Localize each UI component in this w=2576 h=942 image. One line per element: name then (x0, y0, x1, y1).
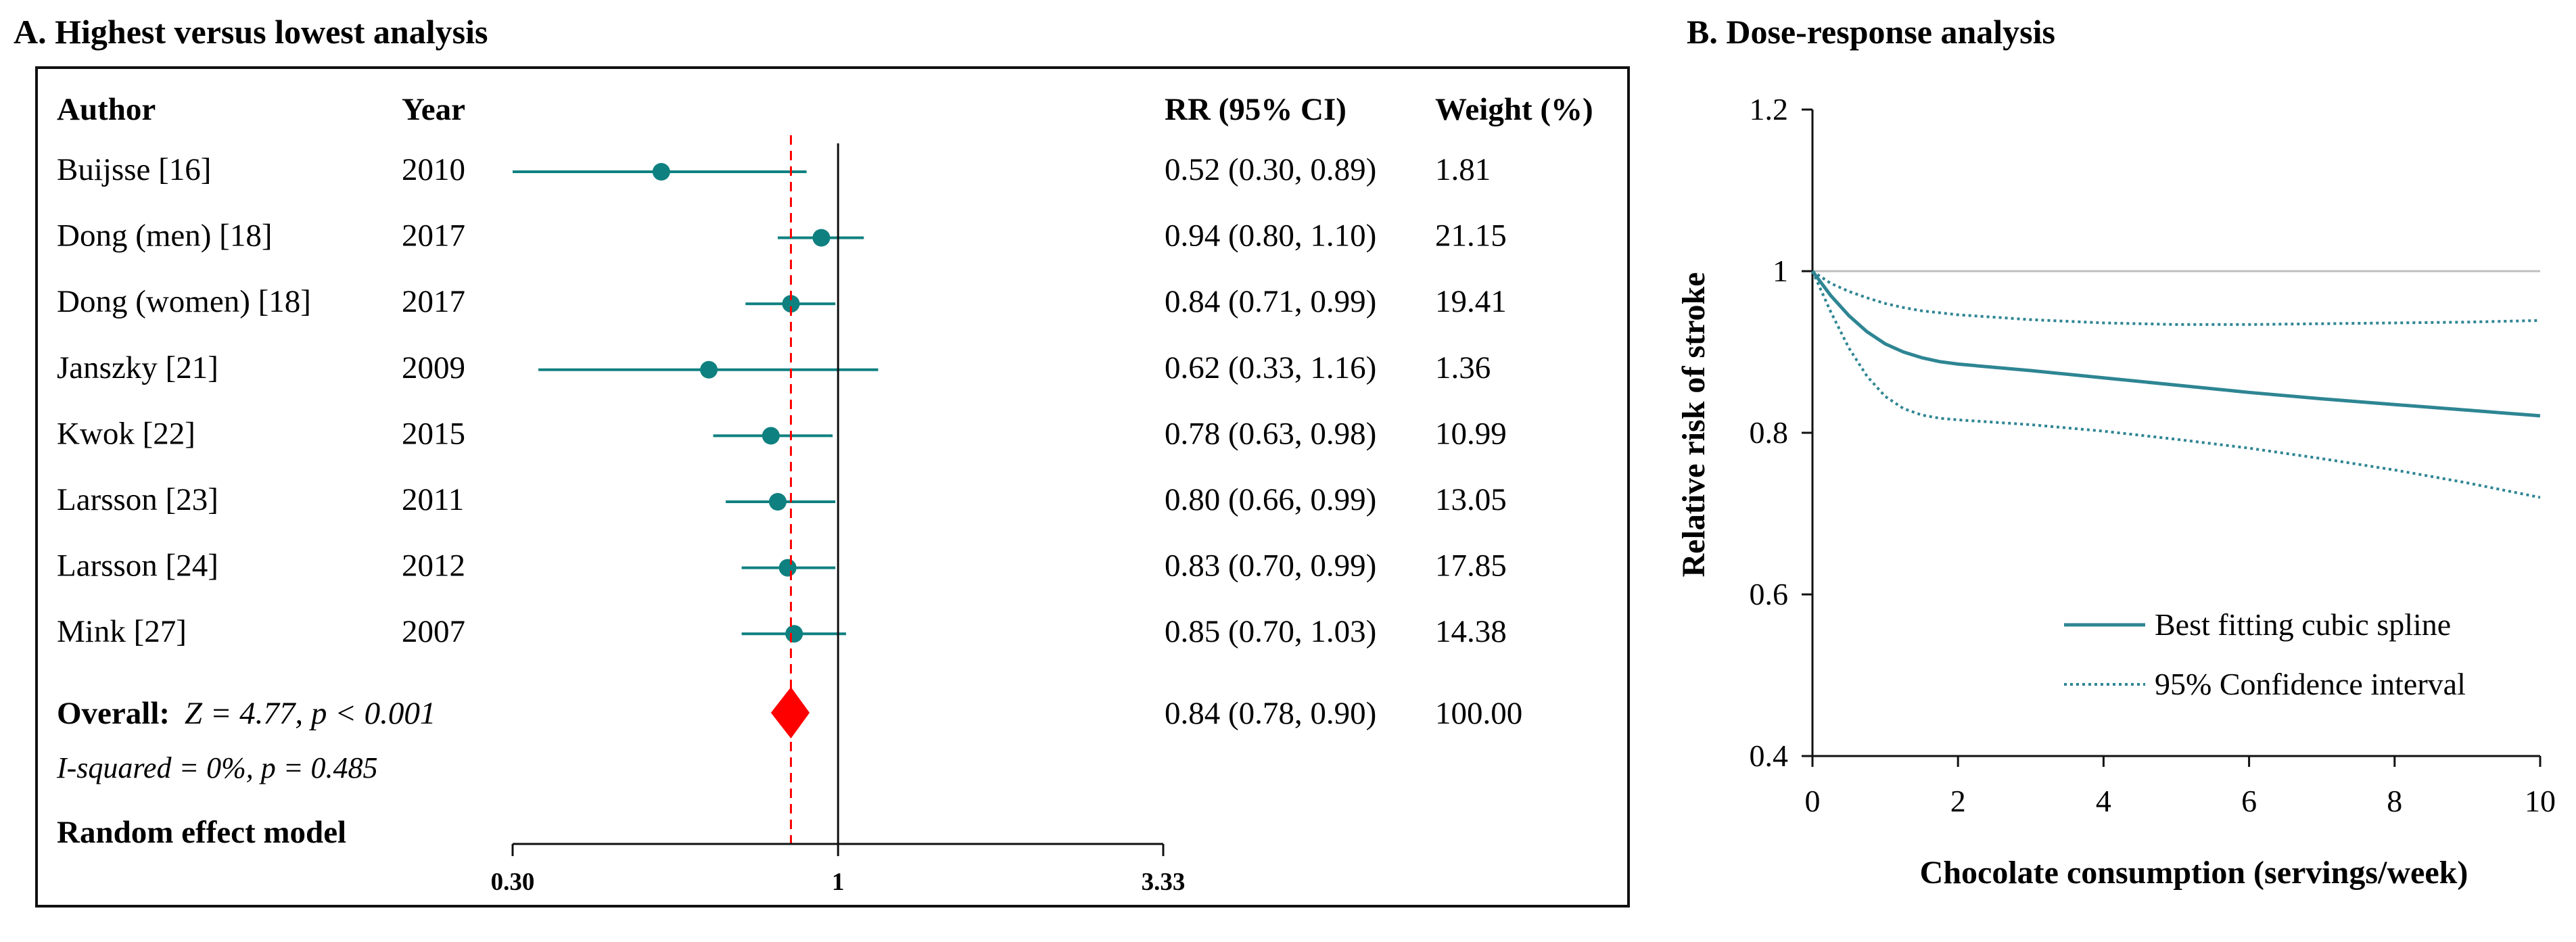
study-weight: 19.41 (1435, 284, 1507, 319)
panel-b-title: B. Dose-response analysis (1687, 13, 2055, 51)
point-estimate (762, 427, 780, 445)
study-weight: 10.99 (1435, 416, 1507, 451)
overall-row-text: Overall: Z = 4.77, p < 0.001 (57, 696, 436, 731)
point-estimate (769, 493, 787, 511)
study-author: Dong (women) [18] (57, 284, 311, 319)
study-year: 2015 (402, 416, 465, 451)
overall-stat: Z = 4.77, p < 0.001 (185, 696, 436, 731)
overall-rr: 0.84 (0.78, 0.90) (1165, 696, 1376, 731)
study-year: 2009 (402, 350, 465, 385)
study-rr: 0.85 (0.70, 1.03) (1165, 614, 1376, 649)
study-author: Dong (men) [18] (57, 218, 272, 254)
y-tick-label: 0.8 (1750, 415, 1789, 450)
study-author: Mink [27] (57, 614, 187, 649)
study-rr: 0.78 (0.63, 0.98) (1165, 416, 1376, 451)
point-estimate (812, 229, 830, 247)
x-tick-label: 6 (2241, 784, 2257, 818)
model-text: Random effect model (57, 815, 346, 850)
overall-diamond (770, 687, 810, 738)
ci-upper-line (1811, 270, 2541, 326)
study-year: 2017 (402, 218, 465, 254)
spline-line (1810, 270, 2541, 418)
y-tick-label: 0.4 (1750, 738, 1789, 773)
forest-rows: Buijsse [16] 2010 0.52 (0.30, 0.89) 1.81 Don… (57, 152, 1507, 649)
study-rr: 0.84 (0.71, 0.99) (1165, 284, 1376, 319)
study-rr: 0.83 (0.70, 0.99) (1165, 548, 1376, 584)
point-estimate (652, 163, 670, 181)
study-author: Janszky [21] (57, 350, 218, 385)
header-author: Author (57, 92, 156, 127)
study-rr: 0.94 (0.80, 1.10) (1165, 218, 1376, 254)
x-axis-label: Chocolate consumption (servings/week) (1920, 855, 2468, 891)
study-weight: 21.15 (1435, 218, 1507, 254)
study-year: 2010 (402, 152, 465, 187)
heterogeneity-text: I-squared = 0%, p = 0.485 (56, 751, 377, 784)
x-tick-label: 4 (2096, 784, 2111, 818)
header-weight: Weight (%) (1435, 92, 1593, 127)
study-author: Larsson [23] (57, 482, 218, 517)
forest-plot-area: 0.30 1 3.33 (491, 135, 1186, 896)
y-tick-label: 1 (1773, 254, 1788, 288)
study-weight: 1.81 (1435, 152, 1491, 187)
legend-label: 95% Confidence interval (2155, 667, 2466, 701)
dose-response-plot: 0.4 0.6 0.8 1 1.2 0 2 4 6 8 10 Best fitting cubic s… (1750, 92, 2556, 818)
legend-label: Best fitting cubic spline (2155, 607, 2451, 642)
point-estimate (782, 295, 800, 313)
forest-x-tick-label: 1 (832, 868, 845, 896)
study-weight: 14.38 (1435, 614, 1507, 649)
y-axis-label: Relative risk of stroke (1676, 272, 1712, 577)
y-tick-label: 0.6 (1750, 577, 1789, 611)
study-author: Buijsse [16] (57, 152, 211, 187)
point-estimate (778, 559, 797, 577)
study-year: 2007 (402, 614, 465, 649)
x-tick-label: 8 (2387, 784, 2402, 818)
forest-x-tick-label: 0.30 (491, 868, 535, 896)
study-author: Larsson [24] (57, 548, 218, 584)
overall-weight: 100.00 (1435, 696, 1522, 731)
study-rr: 0.80 (0.66, 0.99) (1165, 482, 1376, 517)
study-rr: 0.52 (0.30, 0.89) (1165, 152, 1376, 187)
study-rr: 0.62 (0.33, 1.16) (1165, 350, 1376, 385)
forest-plot-frame (35, 66, 1630, 908)
x-tick-label: 2 (1950, 784, 1966, 818)
study-weight: 1.36 (1435, 350, 1491, 385)
point-estimate (785, 625, 803, 643)
study-year: 2017 (402, 284, 465, 319)
study-weight: 17.85 (1435, 548, 1507, 584)
study-year: 2011 (402, 482, 464, 517)
study-author: Kwok [22] (57, 416, 195, 451)
forest-x-tick-label: 3.33 (1142, 868, 1186, 896)
header-year: Year (402, 92, 465, 127)
study-weight: 13.05 (1435, 482, 1507, 517)
header-rr: RR (95% CI) (1165, 92, 1346, 127)
x-tick-label: 10 (2525, 784, 2556, 818)
x-tick-label: 0 (1805, 784, 1821, 818)
overall-label: Overall: (57, 696, 170, 731)
point-estimate (700, 360, 718, 379)
study-year: 2012 (402, 548, 465, 584)
panel-a-title: A. Highest versus lowest analysis (14, 13, 488, 51)
y-tick-label: 1.2 (1750, 92, 1789, 126)
